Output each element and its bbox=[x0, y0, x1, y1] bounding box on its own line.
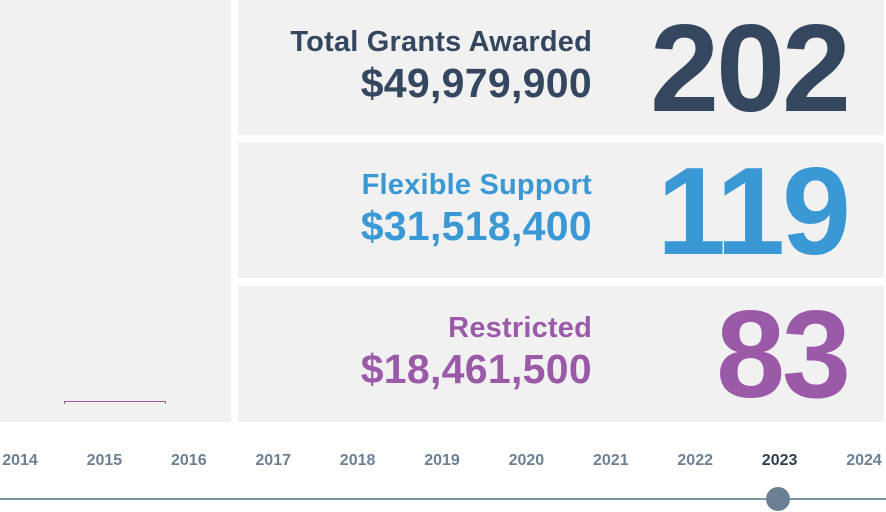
restricted-bar-bracket bbox=[64, 401, 166, 404]
timeline-handle[interactable] bbox=[766, 487, 790, 511]
restricted-label: Restricted bbox=[448, 312, 592, 344]
total-grants-label: Total Grants Awarded bbox=[290, 26, 592, 58]
restricted-card: Restricted $18,461,500 83 bbox=[238, 286, 884, 422]
total-grants-card: Total Grants Awarded $49,979,900 202 bbox=[238, 0, 884, 135]
timeline-year-2015[interactable]: 2015 bbox=[86, 452, 123, 469]
timeline-track[interactable] bbox=[0, 498, 886, 500]
timeline-year-2018[interactable]: 2018 bbox=[339, 452, 376, 469]
timeline-year-2024[interactable]: 2024 bbox=[846, 452, 882, 469]
flexible-support-text: Flexible Support $31,518,400 bbox=[361, 168, 592, 250]
timeline-year-2021[interactable]: 2021 bbox=[593, 452, 629, 469]
flexible-support-amount: $31,518,400 bbox=[360, 203, 592, 249]
timeline-year-2017[interactable]: 2017 bbox=[255, 452, 291, 469]
flexible-support-label: Flexible Support bbox=[361, 169, 592, 201]
restricted-text: Restricted $18,461,500 bbox=[361, 311, 592, 393]
chart-panel bbox=[0, 0, 231, 422]
restricted-count: 83 bbox=[716, 286, 851, 424]
flexible-support-count: 119 bbox=[656, 143, 851, 281]
total-grants-text: Total Grants Awarded $49,979,900 bbox=[290, 25, 592, 107]
timeline-year-2019[interactable]: 2019 bbox=[424, 452, 460, 469]
total-grants-amount: $49,979,900 bbox=[360, 60, 592, 106]
timeline-year-2016[interactable]: 2016 bbox=[171, 452, 207, 469]
timeline-year-2014[interactable]: 2014 bbox=[2, 452, 38, 469]
timeline-year-2022[interactable]: 2022 bbox=[677, 452, 713, 469]
timeline-year-labels: 2014 2015 2016 2017 2018 2019 2020 2021 2022 2023… bbox=[0, 452, 886, 474]
total-grants-count: 202 bbox=[650, 0, 851, 138]
flexible-support-card: Flexible Support $31,518,400 119 bbox=[238, 143, 884, 278]
restricted-amount: $18,461,500 bbox=[360, 346, 592, 392]
timeline-year-2023[interactable]: 2023 bbox=[761, 452, 798, 469]
timeline-year-2020[interactable]: 2020 bbox=[508, 452, 545, 469]
